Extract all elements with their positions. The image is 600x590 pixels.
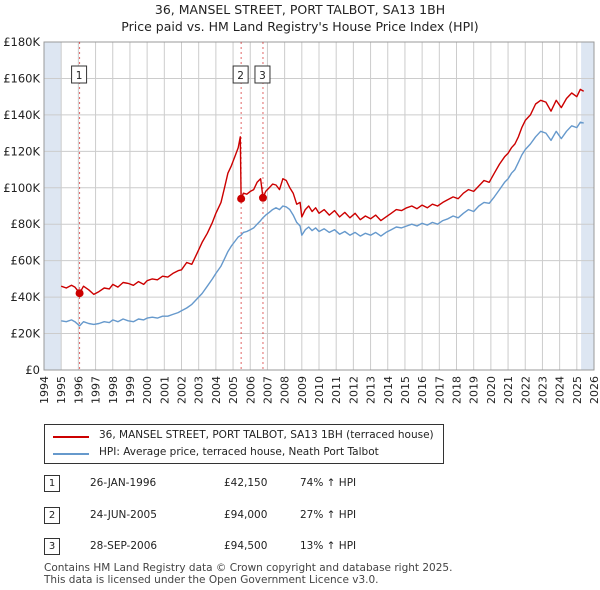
price-chart: £0 £20K £40K £60K £80K £100K £120K £140K £160K £1… bbox=[3, 35, 600, 404]
y-tick-label: £100K bbox=[3, 181, 40, 195]
x-tick-label: 2006 bbox=[244, 376, 257, 404]
y-tick-label: £40K bbox=[11, 290, 41, 304]
y-tick-label: £0 bbox=[25, 363, 40, 377]
x-tick-label: 2014 bbox=[382, 376, 395, 404]
y-tick-label: £140K bbox=[3, 108, 40, 122]
y-tick-label: £80K bbox=[11, 217, 41, 231]
x-tick-label: 2020 bbox=[485, 376, 498, 404]
x-tick-label: 2023 bbox=[536, 376, 549, 404]
legend-property-line bbox=[53, 436, 89, 438]
x-tick-label: 2005 bbox=[227, 376, 240, 404]
marker-box bbox=[232, 65, 249, 84]
sale-point bbox=[75, 289, 84, 298]
x-tick-label: 2024 bbox=[554, 376, 567, 404]
x-tick-label: 2016 bbox=[416, 376, 429, 404]
y-tick-label: £180K bbox=[3, 35, 40, 49]
x-tick-label: 2000 bbox=[141, 376, 154, 404]
y-tick-label: £60K bbox=[11, 254, 41, 268]
transaction-hpi: 74% ↑ HPI bbox=[300, 477, 357, 489]
x-tick-label: 2008 bbox=[279, 376, 292, 404]
y-tick-label: £20K bbox=[11, 327, 41, 341]
x-tick-label: 2013 bbox=[365, 376, 378, 404]
x-tick-label: 1997 bbox=[90, 376, 103, 404]
x-tick-label: 1996 bbox=[72, 376, 85, 404]
chart-subtitle: Price paid vs. HM Land Registry's House … bbox=[121, 19, 479, 34]
x-tick-label: 2017 bbox=[433, 376, 446, 404]
x-tick-label: 2022 bbox=[519, 376, 532, 404]
x-tick-label: 2015 bbox=[399, 376, 412, 404]
legend-property-label: 36, MANSEL STREET, PORT TALBOT, SA13 1BH… bbox=[99, 429, 434, 441]
chart-title: 36, MANSEL STREET, PORT TALBOT, SA13 1BH bbox=[154, 2, 446, 17]
marker-label: 3 bbox=[259, 70, 266, 82]
chart-legend: 36, MANSEL STREET, PORT TALBOT, SA13 1BH… bbox=[44, 424, 444, 464]
x-tick-label: 2011 bbox=[330, 376, 343, 404]
sale-point bbox=[237, 194, 246, 203]
x-tick-label: 1998 bbox=[107, 376, 120, 404]
transaction-badge: 1 bbox=[44, 475, 60, 492]
x-tick-label: 2012 bbox=[347, 376, 360, 404]
plot-border bbox=[43, 41, 595, 371]
x-tick-label: 2004 bbox=[210, 376, 223, 404]
y-tick-label: £120K bbox=[3, 144, 40, 158]
x-tick-label: 2018 bbox=[451, 376, 464, 404]
x-tick-label: 2002 bbox=[176, 376, 189, 404]
shaded-range bbox=[581, 42, 594, 370]
transaction-price: £94,500 bbox=[224, 540, 268, 552]
marker-box bbox=[254, 65, 271, 84]
x-tick-label: 2003 bbox=[193, 376, 206, 404]
x-tick-label: 2001 bbox=[158, 376, 171, 404]
transaction-date: 24-JUN-2005 bbox=[90, 509, 157, 521]
x-tick-label: 1994 bbox=[38, 376, 51, 404]
transaction-date: 26-JAN-1996 bbox=[90, 477, 157, 489]
x-tick-label: 1995 bbox=[55, 376, 68, 404]
property-series-line bbox=[60, 88, 585, 296]
x-tick-label: 2009 bbox=[296, 376, 309, 404]
marker-label: 2 bbox=[237, 70, 244, 82]
footer-licence: This data is licensed under the Open Gov… bbox=[44, 574, 379, 586]
footer-copyright: Contains HM Land Registry data © Crown c… bbox=[44, 562, 453, 574]
x-tick-label: 2021 bbox=[502, 376, 515, 404]
transaction-price: £94,000 bbox=[224, 509, 268, 521]
x-tick-label: 2007 bbox=[261, 376, 274, 404]
transaction-hpi: 27% ↑ HPI bbox=[300, 509, 357, 521]
transaction-badge: 2 bbox=[44, 507, 60, 524]
x-tick-label: 2025 bbox=[571, 376, 584, 404]
x-tick-label: 2019 bbox=[468, 376, 481, 404]
marker-label: 1 bbox=[76, 70, 83, 82]
transaction-price: £42,150 bbox=[224, 477, 268, 489]
legend-hpi-label: HPI: Average price, terraced house, Neat… bbox=[99, 446, 379, 458]
transaction-hpi: 13% ↑ HPI bbox=[300, 540, 357, 552]
x-tick-label: 2010 bbox=[313, 376, 326, 404]
legend-hpi-line bbox=[53, 453, 89, 455]
transaction-date: 28-SEP-2006 bbox=[90, 540, 158, 552]
shaded-range bbox=[44, 42, 62, 370]
x-tick-label: 1999 bbox=[124, 376, 137, 404]
sale-point bbox=[258, 193, 267, 202]
y-tick-label: £160K bbox=[3, 71, 40, 85]
x-tick-label: 2026 bbox=[588, 376, 600, 404]
transaction-badge: 3 bbox=[44, 538, 60, 555]
marker-box bbox=[71, 65, 88, 84]
hpi-series-line bbox=[61, 121, 584, 327]
